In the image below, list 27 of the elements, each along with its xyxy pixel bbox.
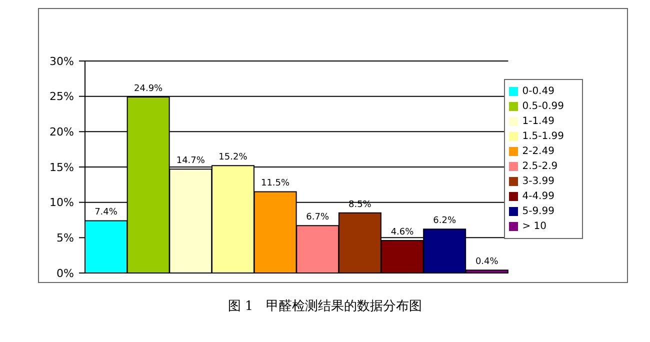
data-label: 6.2% [433,216,456,226]
legend-label: 0-0.49 [522,86,554,97]
legend-label: 3-3.99 [522,176,554,187]
y-tick-label: 30% [50,54,74,68]
data-label: 0.4% [475,257,499,268]
legend-label: 5-9.99 [522,206,554,217]
data-label: 7.4% [94,208,118,218]
data-label: 4.6% [390,227,414,238]
text: 图 1 甲醛检测结果的数据分布图 [226,298,424,315]
legend-label: > 10 [522,221,547,232]
y-tick-label: 20% [50,126,74,139]
data-label: 24.9% [134,84,164,94]
data-label: 11.5% [260,178,290,189]
data-label: 15.2% [218,152,248,163]
data-label: 14.7% [176,156,206,166]
legend-label: 4-4.99 [522,191,554,202]
legend-label: 1.5-1.99 [522,131,564,142]
y-tick-label: 10% [50,196,74,210]
legend-label: 2.5-2.9 [522,161,558,172]
y-tick-label: 25% [50,90,74,104]
data-label: 6.7% [306,212,330,223]
y-tick-label: 0% [56,266,74,280]
legend-label: 0.5-0.99 [522,101,564,112]
y-tick-label: 15% [50,160,74,174]
y-tick-label: 5% [56,232,74,245]
legend-label: 1-1.49 [522,116,554,127]
legend-label: 2-2.49 [522,146,554,157]
